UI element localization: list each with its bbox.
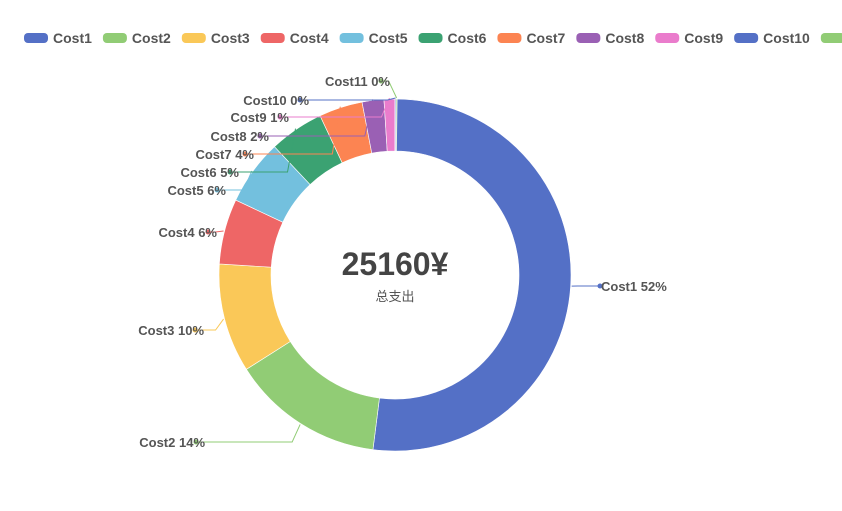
donut-center: 25160¥ 总支出 [342, 246, 449, 305]
slice-label-text: Cost3 10% [138, 323, 204, 338]
leader-dot [277, 114, 283, 120]
leader-line [196, 424, 301, 443]
slice-label-text: Cost2 14% [139, 435, 205, 450]
legend-label: Cost3 [211, 30, 250, 46]
legend-swatch [734, 33, 759, 43]
slice-label-cost7: Cost7 4% [195, 106, 341, 162]
legend-swatch [820, 33, 842, 43]
slice-label-cost4: Cost4 6% [158, 225, 224, 240]
leader-line [230, 128, 297, 173]
legend-swatch [102, 33, 127, 43]
leader-line [260, 99, 374, 137]
slice-label-cost6: Cost6 5% [180, 128, 297, 180]
legend-label: Cost7 [526, 30, 565, 46]
legend-item-cost1[interactable]: Cost1 [24, 30, 92, 46]
legend-label: Cost1 [53, 30, 92, 46]
slice-label-text: Cost4 6% [158, 225, 217, 240]
slice-cost1[interactable] [372, 98, 572, 452]
legend-item-cost3[interactable]: Cost3 [181, 30, 250, 46]
slice-label-text: Cost6 5% [180, 165, 239, 180]
leader-line [245, 106, 341, 155]
legend-swatch [655, 33, 680, 43]
legend-label: Cost4 [290, 30, 329, 46]
slice-label-text: Cost5 6% [167, 183, 226, 198]
slice-label-text: Cost7 4% [195, 147, 254, 162]
legend-item-cost5[interactable]: Cost5 [339, 30, 408, 46]
legend-label: Cost6 [448, 30, 487, 46]
leader-dot [297, 97, 303, 103]
legend-item-cost10[interactable]: Cost10 [734, 30, 810, 46]
legend-swatch [181, 33, 206, 43]
chart-legend: Cost1 Cost2 Cost3 Cost4 Cost5 Cost6 Cost7 Cost8… [24, 30, 842, 46]
slice-label-cost2: Cost2 14% [139, 424, 301, 450]
legend-label: Cost2 [132, 30, 171, 46]
legend-swatch [24, 33, 48, 43]
legend-swatch [418, 33, 443, 43]
slice-label-text: Cost8 2% [210, 129, 269, 144]
legend-label: Cost5 [369, 30, 408, 46]
legend-swatch [576, 33, 601, 43]
legend-item-cost2[interactable]: Cost2 [102, 30, 171, 46]
slice-label-cost5: Cost5 6% [167, 170, 253, 198]
legend-swatch [260, 33, 285, 43]
slice-label-text: Cost9 1% [230, 110, 289, 125]
leader-line [300, 97, 396, 101]
leader-dot [242, 151, 248, 157]
leader-dot [205, 229, 211, 235]
leader-dot [214, 187, 220, 193]
total-value: 25160¥ [342, 246, 449, 282]
slice-label-cost8: Cost8 2% [210, 99, 374, 144]
legend-item-cost6[interactable]: Cost6 [418, 30, 487, 46]
leader-line [195, 318, 224, 331]
leader-line [280, 97, 390, 118]
slice-labels: Cost1 52% Cost2 14% Cost3 10% Cost4 6% Cost5… [138, 74, 667, 450]
legend-swatch [339, 33, 364, 43]
leader-line [217, 170, 253, 191]
legend-item-cost9[interactable]: Cost9 [655, 30, 723, 46]
slice-cost11[interactable] [395, 98, 398, 152]
legend-item-cost7[interactable]: Cost7 [497, 30, 566, 46]
legend-item-cost8[interactable]: Cost8 [576, 30, 644, 46]
leader-dot [193, 439, 199, 445]
slice-label-cost9: Cost9 1% [230, 97, 390, 125]
legend-item-cost11[interactable]: Cost11 [820, 30, 842, 46]
total-label: 总支出 [375, 290, 414, 305]
legend-label: Cost8 [605, 30, 644, 46]
slice-label-text: Cost10 0% [243, 93, 309, 108]
slice-label-text: Cost1 52% [601, 279, 667, 294]
leader-dot [378, 78, 384, 84]
leader-line [381, 80, 398, 99]
leader-dot [227, 169, 233, 175]
slice-label-cost11: Cost11 0% [325, 74, 398, 99]
leader-dot [257, 133, 263, 139]
slice-label-cost1: Cost1 52% [571, 279, 667, 294]
slice-label-cost3: Cost3 10% [138, 318, 224, 338]
leader-dot [597, 283, 603, 289]
leader-line [208, 230, 224, 233]
legend-swatch [497, 33, 522, 43]
slice-cost2[interactable] [245, 341, 380, 450]
legend-label: Cost9 [684, 30, 723, 46]
slice-label-cost10: Cost10 0% [243, 93, 396, 108]
legend-label: Cost10 [763, 30, 810, 46]
legend-item-cost4[interactable]: Cost4 [260, 30, 329, 46]
slice-label-text: Cost11 0% [325, 74, 390, 89]
leader-dot [192, 327, 198, 333]
